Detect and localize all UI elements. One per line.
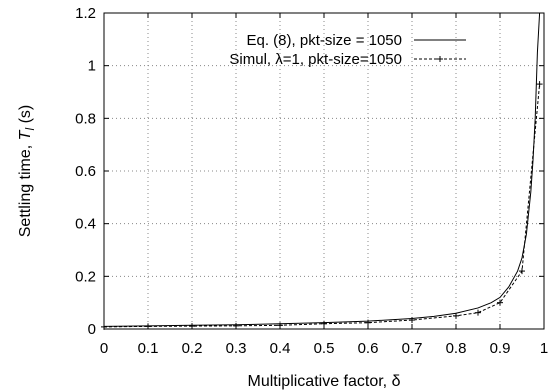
y-tick-label: 0.8 <box>75 110 96 127</box>
legend-plus-marker <box>437 56 443 62</box>
legend-label-simul: Simul, λ=1, pkt-size=1050 <box>229 51 402 68</box>
data-point-marker <box>145 323 151 330</box>
legend-label-eq8: Eq. (8), pkt-size = 1050 <box>247 32 403 49</box>
x-tick-label: 0.3 <box>226 340 247 357</box>
legend-label-simul-symbol: λ <box>275 51 283 68</box>
y-tick-label: 0.6 <box>75 163 96 180</box>
y-axis-title-unit: (s) <box>17 105 34 128</box>
series-line-eq8 <box>103 12 541 327</box>
data-point-marker <box>365 319 371 326</box>
x-tick-label: 0.4 <box>270 340 291 357</box>
x-tick-label: 0.2 <box>182 340 203 357</box>
series-line-simul <box>103 84 541 328</box>
x-tick-label: 0.7 <box>402 340 423 357</box>
x-tick-label: 0.6 <box>358 340 379 357</box>
data-point-marker <box>453 312 459 319</box>
y-tick-label: 0 <box>88 321 96 338</box>
x-tick-label: 1 <box>540 340 548 357</box>
series-layer <box>101 12 543 330</box>
axis-ticks: 0 0.1 0.2 0.3 0.4 0.5 0.6 0.7 0.8 0.9 1 0 0.2 0.4 0.6 0… <box>75 5 548 357</box>
y-axis-title-main: Settling time, <box>17 140 34 237</box>
x-tick-label: 0.1 <box>138 340 159 357</box>
data-point-marker <box>497 299 503 306</box>
plot-frame <box>103 12 545 330</box>
legend-marker-simul <box>437 56 443 62</box>
y-tick-label: 0.2 <box>75 268 96 285</box>
y-tick-label: 0.4 <box>75 216 96 233</box>
y-axis-title: Settling time, Tl (s) <box>17 105 37 238</box>
legend-label-simul-suffix: =1, pkt-size=1050 <box>283 51 402 68</box>
y-axis-title-symbol: T <box>17 129 34 140</box>
y-tick-label: 1 <box>88 58 96 75</box>
data-point-marker <box>536 81 543 88</box>
grid-lines <box>104 13 544 329</box>
data-point-marker <box>519 268 525 275</box>
y-axis-title-subscript: l <box>23 128 37 131</box>
data-point-marker <box>277 322 283 329</box>
data-point-marker <box>189 323 195 330</box>
data-point-marker <box>409 317 415 324</box>
x-tick-label: 0.5 <box>314 340 335 357</box>
x-tick-label: 0.8 <box>446 340 467 357</box>
legend-label-simul-prefix: Simul, <box>229 51 275 68</box>
x-tick-label: 0.9 <box>490 340 511 357</box>
data-point-marker <box>475 309 481 316</box>
data-point-marker <box>321 320 327 327</box>
data-point-marker <box>233 322 239 329</box>
legend: Eq. (8), pkt-size = 1050 Simul, λ=1, pkt… <box>229 32 466 68</box>
y-tick-label: 1.2 <box>75 5 96 22</box>
x-axis-title: Multiplicative factor, δ <box>248 373 401 390</box>
x-tick-label: 0 <box>100 340 108 357</box>
